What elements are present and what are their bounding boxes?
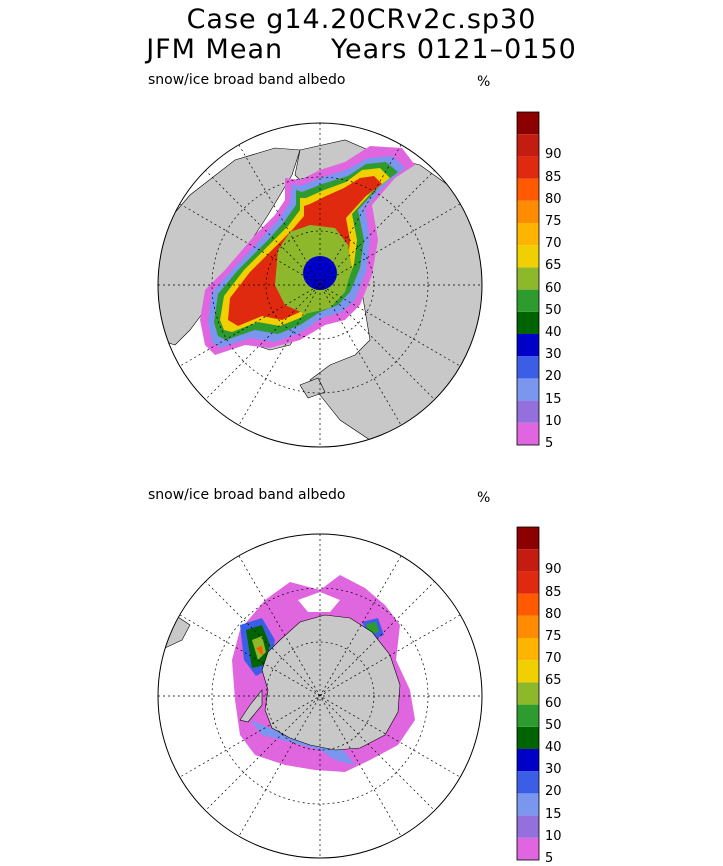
colorbar-tick-label: 30: [545, 347, 562, 363]
colorbar-swatch: [517, 400, 539, 423]
colorbar-swatch: [517, 615, 539, 638]
colorbar-tick-label: 10: [545, 828, 562, 844]
colorbar-tick-label: 15: [545, 391, 562, 407]
colorbar-tick-label: 50: [545, 302, 562, 318]
colorbar-tick-label: 30: [545, 762, 562, 778]
colorbar-tick-label: 40: [545, 740, 562, 755]
map-south-border: [157, 533, 483, 859]
colorbar-tick-label: 5: [545, 436, 554, 451]
colorbar-tick-label: 70: [545, 651, 562, 667]
colorbar-tick-label: 60: [545, 695, 562, 711]
graticule-south: [158, 534, 482, 858]
panel-title-south: snow/ice broad band albedo: [148, 487, 346, 503]
colorbar-swatch: [517, 267, 539, 290]
colorbar-tick-label: 5: [545, 851, 554, 866]
colorbar-tick-label: 70: [545, 236, 562, 252]
graticule-north: [158, 123, 482, 447]
colorbar-tick-label: 90: [545, 562, 562, 578]
colorbar-swatch: [517, 571, 539, 594]
colorbar-swatch: [517, 704, 539, 727]
colorbar-swatch: [517, 245, 539, 268]
colorbar-tick-label: 65: [545, 258, 562, 274]
units-south: %: [477, 490, 491, 506]
period-text: JFM Mean: [146, 34, 284, 65]
colorbar-swatch: [517, 527, 539, 550]
map-south: [158, 534, 482, 858]
figure-title-case: Case g14.20CRv2c.sp30: [186, 4, 537, 35]
figure-title-period: JFM Mean Years 0121–0150: [0, 34, 723, 65]
colorbar-tick-label: 85: [545, 169, 562, 185]
colorbar-swatch: [517, 638, 539, 661]
colorbar-tick-label: 40: [545, 325, 562, 340]
map-north-border: [157, 122, 483, 448]
colorbar-swatch: [517, 793, 539, 816]
colorbar-swatch: [517, 200, 539, 223]
land-antarctica: [261, 614, 401, 751]
colorbar-swatch: [517, 422, 539, 445]
map-north: [158, 123, 482, 447]
colorbar-tick-label: 75: [545, 214, 562, 229]
colorbar-swatch: [517, 289, 539, 312]
colorbar-south: [516, 526, 540, 861]
colorbar-swatch: [517, 156, 539, 179]
colorbar-north: [516, 111, 540, 446]
colorbar-frame: [516, 111, 540, 446]
colorbar-swatch: [517, 771, 539, 794]
colorbar-swatch: [517, 334, 539, 357]
units-north: %: [477, 74, 491, 90]
colorbar-tick-label: 85: [545, 584, 562, 600]
colorbar-swatch: [517, 593, 539, 616]
colorbar-swatch: [517, 112, 539, 135]
colorbar-tick-label: 65: [545, 673, 562, 689]
colorbar-swatch: [517, 815, 539, 838]
colorbar-swatch: [517, 311, 539, 334]
colorbar-tick-label: 60: [545, 280, 562, 296]
colorbar-frame: [516, 526, 540, 861]
colorbar-swatch: [517, 549, 539, 572]
colorbar-swatch: [517, 134, 539, 157]
years-text: Years 0121–0150: [331, 34, 577, 65]
colorbar-swatch: [517, 378, 539, 401]
colorbar-tick-label: 80: [545, 606, 562, 622]
colorbar-swatch: [517, 660, 539, 683]
colorbar-tick-label: 50: [545, 717, 562, 733]
colorbar-swatch: [517, 749, 539, 772]
land-antarctic-peninsula: [239, 689, 263, 723]
colorbar-tick-label: 10: [545, 413, 562, 429]
colorbar-tick-label: 80: [545, 191, 562, 207]
colorbar-swatch: [517, 356, 539, 379]
colorbar-tick-label: 20: [545, 369, 562, 385]
colorbar-tick-label: 90: [545, 147, 562, 163]
colorbar-swatch: [517, 178, 539, 201]
colorbar-swatch: [517, 682, 539, 705]
colorbar-swatch: [517, 223, 539, 246]
colorbar-tick-label: 75: [545, 629, 562, 644]
colorbar-swatch: [517, 726, 539, 749]
colorbar-tick-label: 20: [545, 784, 562, 800]
colorbar-swatch: [517, 837, 539, 860]
colorbar-tick-label: 15: [545, 806, 562, 822]
panel-title-north: snow/ice broad band albedo: [148, 72, 346, 88]
